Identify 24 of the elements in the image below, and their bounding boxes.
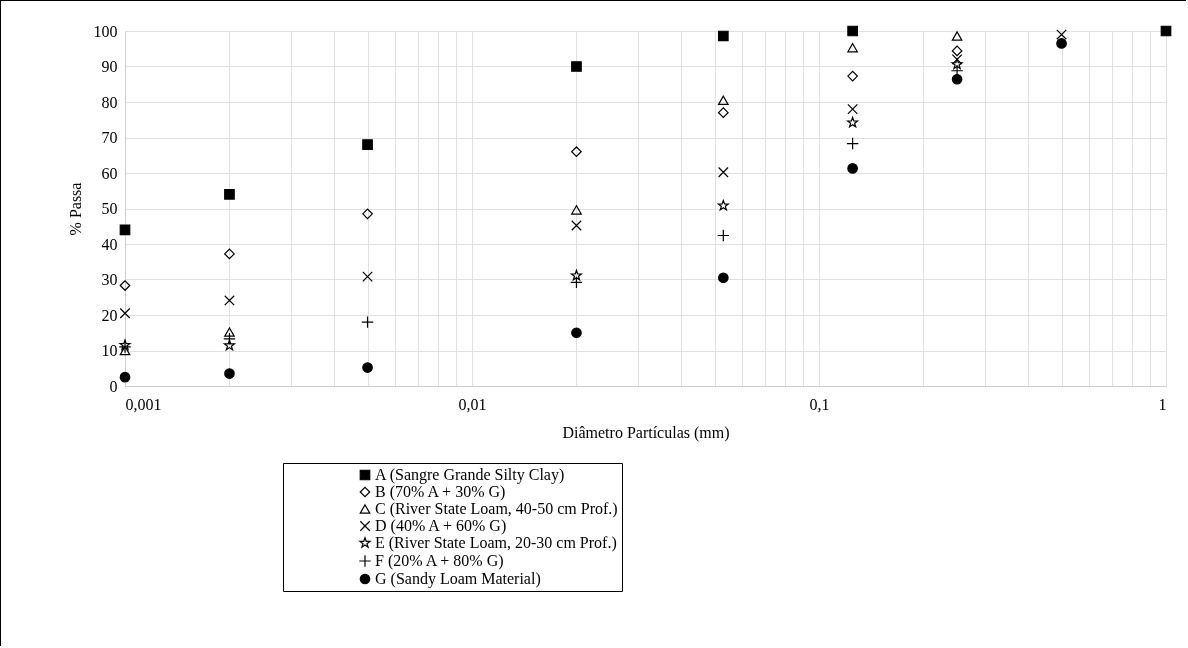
x-tick-label: 1 [1158,395,1167,413]
legend-label: A (Sangre Grande Silty Clay) [375,466,565,484]
legend-label: G (Sandy Loam Material) [375,570,541,588]
legend-label: B (70% A + 30% G) [375,483,506,501]
y-tick-label: 70 [101,129,118,146]
x-tick-label: 0,001 [125,395,162,413]
y-tick-label: 20 [101,306,118,324]
y-tick-label: 40 [101,235,118,253]
x-tick-label: 0,1 [809,395,830,413]
y-tick-label: 100 [93,22,118,40]
legend-label: C (River State Loam, 40-50 cm Prof.) [375,500,618,518]
y-tick-label: 0 [109,377,118,395]
y-tick-label: 10 [101,342,118,359]
y-tick-label: 80 [101,93,118,111]
y-tick-label: 90 [101,58,118,75]
x-tick-label: 0,01 [458,395,487,413]
x-axis-title: Diâmetro Partículas (mm) [562,423,730,442]
y-tick-label: 60 [101,164,118,182]
y-tick-label: 30 [101,271,118,288]
y-tick-label: 50 [101,200,118,217]
y-axis-title: % Passa [66,182,84,236]
legend-label: F (20% A + 80% G) [375,552,504,570]
legend-label: E (River State Loam, 20-30 cm Prof.) [375,534,617,552]
legend-label: D (40% A + 60% G) [375,517,507,535]
